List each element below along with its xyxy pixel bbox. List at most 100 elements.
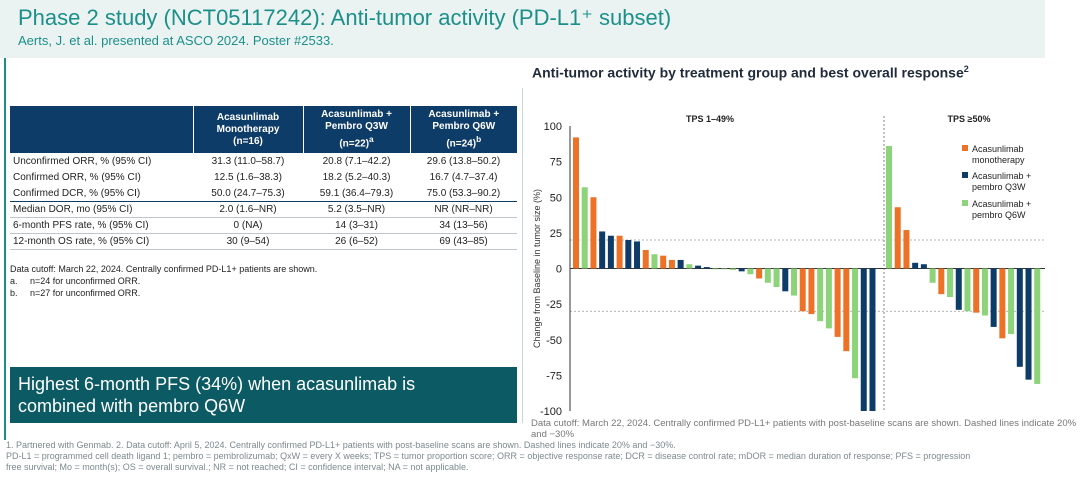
y-tick-label: 50 (550, 192, 562, 204)
waterfall-bar (817, 268, 824, 322)
col-label-line: Acasunlimab (216, 111, 280, 123)
waterfall-bar (799, 268, 806, 312)
waterfall-bar (703, 267, 710, 269)
table-footnote-a: a. n=24 for unconfirmed ORR. (10, 276, 140, 286)
y-tick-label: -25 (546, 299, 562, 311)
banner-line: combined with pembro Q6W (18, 396, 246, 416)
waterfall-chart: Change from Baseline in tumor size (%) 10… (532, 114, 1045, 418)
col-label-line: Acasunlimab + (321, 109, 392, 120)
col-label-line: Pembro Q6W (432, 121, 496, 132)
legend-label: monotherapy (972, 155, 1025, 165)
cell-value: 30 (9–54) (193, 233, 303, 250)
waterfall-bar (625, 240, 632, 269)
waterfall-bar (1034, 268, 1041, 384)
waterfall-bar (590, 197, 597, 269)
waterfall-bar (747, 268, 754, 275)
table-row: 12-month OS rate, % (95% CI) 30 (9–54) 2… (10, 233, 517, 250)
footer-line: 1. Partnered with Genmab. 2. Data cutoff… (6, 440, 676, 450)
waterfall-bar (668, 259, 675, 269)
waterfall-bar (616, 235, 623, 269)
waterfall-bar (686, 264, 693, 269)
y-tick-label: -75 (546, 370, 562, 382)
waterfall-bar (1016, 268, 1023, 367)
footnote-text: n=24 for unconfirmed ORR. (30, 276, 141, 286)
cell-value: 31.3 (11.0–58.7) (211, 155, 285, 167)
y-tick-label: 25 (550, 228, 562, 240)
table-row: Unconfirmed ORR, % (95% CI) 31.3 (11.0–5… (10, 153, 517, 169)
waterfall-bar (695, 265, 702, 269)
cell-value: 12.5 (1.6–38.3) (214, 171, 282, 183)
chart-title-text: Anti-tumor activity by treatment group a… (532, 64, 964, 81)
table-header-mono: Acasunlimab Monotherapy (n=16) (192, 106, 303, 154)
waterfall-bar (852, 268, 859, 379)
col-label-line: (n=24) (446, 138, 477, 150)
waterfall-bar (834, 268, 841, 337)
waterfall-bar (843, 268, 850, 352)
waterfall-bar (869, 268, 876, 411)
waterfall-bar (756, 268, 763, 279)
waterfall-bar (738, 268, 745, 272)
table-cutoff-note: Data cutoff: March 22, 2024. Centrally c… (10, 264, 318, 274)
cell-value: 34 (13–56) (410, 217, 517, 234)
footer-notes: 1. Partnered with Genmab. 2. Data cutoff… (6, 440, 1076, 473)
y-axis-label: Change from Baseline in tumor size (%) (532, 189, 542, 348)
table-header-q3w: Acasunlimab + Pembro Q3W (n=22)a (302, 106, 410, 154)
group-label-tps-low: TPS 1–49% (686, 114, 734, 124)
table-row: 6-month PFS rate, % (95% CI) 0 (NA) 14 (… (10, 217, 517, 234)
chart-frame-line (522, 88, 523, 423)
waterfall-bar (791, 268, 797, 296)
waterfall-bar (573, 137, 579, 269)
col-footnote-mark: b (476, 134, 482, 144)
legend-swatch (962, 145, 968, 151)
waterfall-bar (938, 268, 945, 295)
row-label: Median DOR, mo (95% CI) (10, 201, 193, 218)
waterfall-bar (1025, 268, 1032, 380)
waterfall-bar (964, 268, 971, 312)
footer-line: free survival; Mo = month(s); OS = overa… (6, 462, 469, 472)
legend-swatch (962, 172, 968, 178)
col-label-line: (n=22) (339, 138, 370, 150)
waterfall-bar (981, 268, 988, 316)
waterfall-bar (990, 268, 997, 327)
waterfall-bar (782, 268, 789, 292)
group-label-tps-high: TPS ≥50% (948, 114, 991, 124)
table-header-row: Acasunlimab Monotherapy (n=16) Acasunlim… (10, 106, 517, 154)
y-tick-label: -100 (540, 406, 562, 418)
banner-line: Highest 6-month PFS (34%) when acasunlim… (18, 374, 416, 394)
legend-label: pembro Q3W (972, 182, 1026, 192)
footnote-text: n=27 for unconfirmed ORR. (30, 288, 141, 298)
waterfall-bar (581, 187, 588, 269)
legend-label: Acasunlimab + (972, 171, 1031, 181)
waterfall-bar (929, 268, 936, 283)
waterfall-bar (825, 268, 832, 329)
row-label: Unconfirmed ORR, % (95% CI) (13, 155, 152, 167)
waterfall-bar (634, 241, 641, 269)
waterfall-bar (764, 268, 771, 283)
waterfall-bar (660, 255, 667, 269)
table-row: Confirmed ORR, % (95% CI) 12.5 (1.6–38.3… (10, 169, 517, 185)
chart-note: Data cutoff: March 22, 2024. Centrally c… (531, 418, 1077, 440)
footer-line: PD-L1 = programmed cell death ligand 1; … (6, 451, 971, 461)
legend-swatch (962, 200, 968, 206)
left-accent-line (4, 58, 6, 440)
waterfall-bar (886, 145, 892, 269)
y-tick-label: 100 (544, 121, 562, 133)
waterfall-bar (773, 268, 780, 288)
waterfall-bar (894, 207, 901, 269)
header-banner: Phase 2 study (NCT05117242): Anti-tumor … (0, 0, 1045, 58)
chart-title: Anti-tumor activity by treatment group a… (532, 64, 969, 81)
waterfall-bar (729, 268, 736, 270)
cell-value: 29.6 (13.8–50.2) (426, 155, 501, 167)
waterfall-bar (642, 249, 649, 269)
cell-value: NR (NR–NR) (410, 201, 517, 218)
legend-label: Acasunlimab (972, 144, 1024, 154)
table-footnote-b: b. n=27 for unconfirmed ORR. (10, 288, 140, 298)
cell-value: 2.0 (1.6–NR) (193, 201, 303, 218)
row-label: Confirmed ORR, % (95% CI) (13, 171, 141, 183)
cell-value: 69 (43–85) (410, 233, 517, 250)
cell-value: 0 (NA) (193, 217, 303, 234)
cell-value: 18.2 (5.2–40.3) (322, 171, 391, 183)
waterfall-bar (955, 268, 962, 310)
waterfall-bar (808, 268, 815, 315)
waterfall-bar (973, 268, 980, 313)
